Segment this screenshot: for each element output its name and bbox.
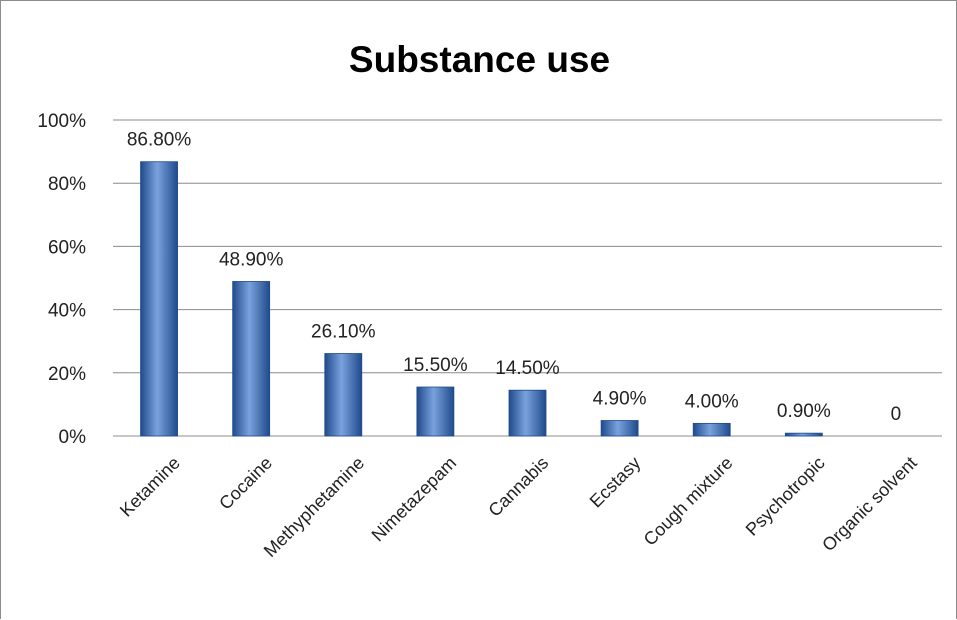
data-label: 4.00% [685, 391, 739, 412]
y-tick-label: 20% [48, 364, 86, 385]
bar [692, 422, 731, 437]
y-tick-label: 40% [48, 301, 86, 322]
bar [508, 389, 547, 437]
y-tick-label: 100% [37, 111, 86, 132]
bar [416, 386, 455, 437]
x-tick-label: Organic solvent [818, 453, 921, 556]
bar [600, 420, 639, 437]
data-label: 14.50% [495, 358, 560, 379]
x-tick-label: Ecstasy [586, 453, 645, 512]
data-label: 15.50% [403, 355, 468, 376]
chart-title: Substance use [348, 39, 611, 80]
data-label: 48.90% [219, 249, 284, 270]
x-tick-label: Methyphetamine [260, 453, 368, 561]
bar [140, 161, 178, 437]
bar [232, 281, 271, 437]
y-tick-label: 0% [59, 427, 87, 448]
bars [140, 161, 823, 437]
data-label: 4.90% [593, 389, 647, 410]
data-label: 0 [891, 404, 902, 425]
y-axis-ticks: 0% 20% 40% 60% 80% 100% [37, 111, 86, 448]
x-tick-label: Ketamine [116, 453, 184, 521]
data-label: 0.90% [777, 401, 831, 422]
data-labels: 86.80% 48.90% 26.10% 15.50% 14.50% 4.90% 4.00%… [127, 130, 901, 425]
data-label: 26.10% [311, 322, 376, 343]
x-tick-label: Nimetazepam [368, 453, 461, 546]
bar [784, 432, 823, 437]
y-tick-label: 60% [48, 237, 86, 258]
x-tick-label: Cannabis [484, 453, 552, 521]
y-tick-label: 80% [48, 174, 86, 195]
x-tick-label: Cocaine [215, 453, 276, 514]
bar [324, 353, 363, 437]
x-tick-label: Cough mixture [640, 453, 737, 550]
x-tick-label: Psychotropic [742, 453, 829, 540]
data-label: 86.80% [127, 130, 192, 151]
